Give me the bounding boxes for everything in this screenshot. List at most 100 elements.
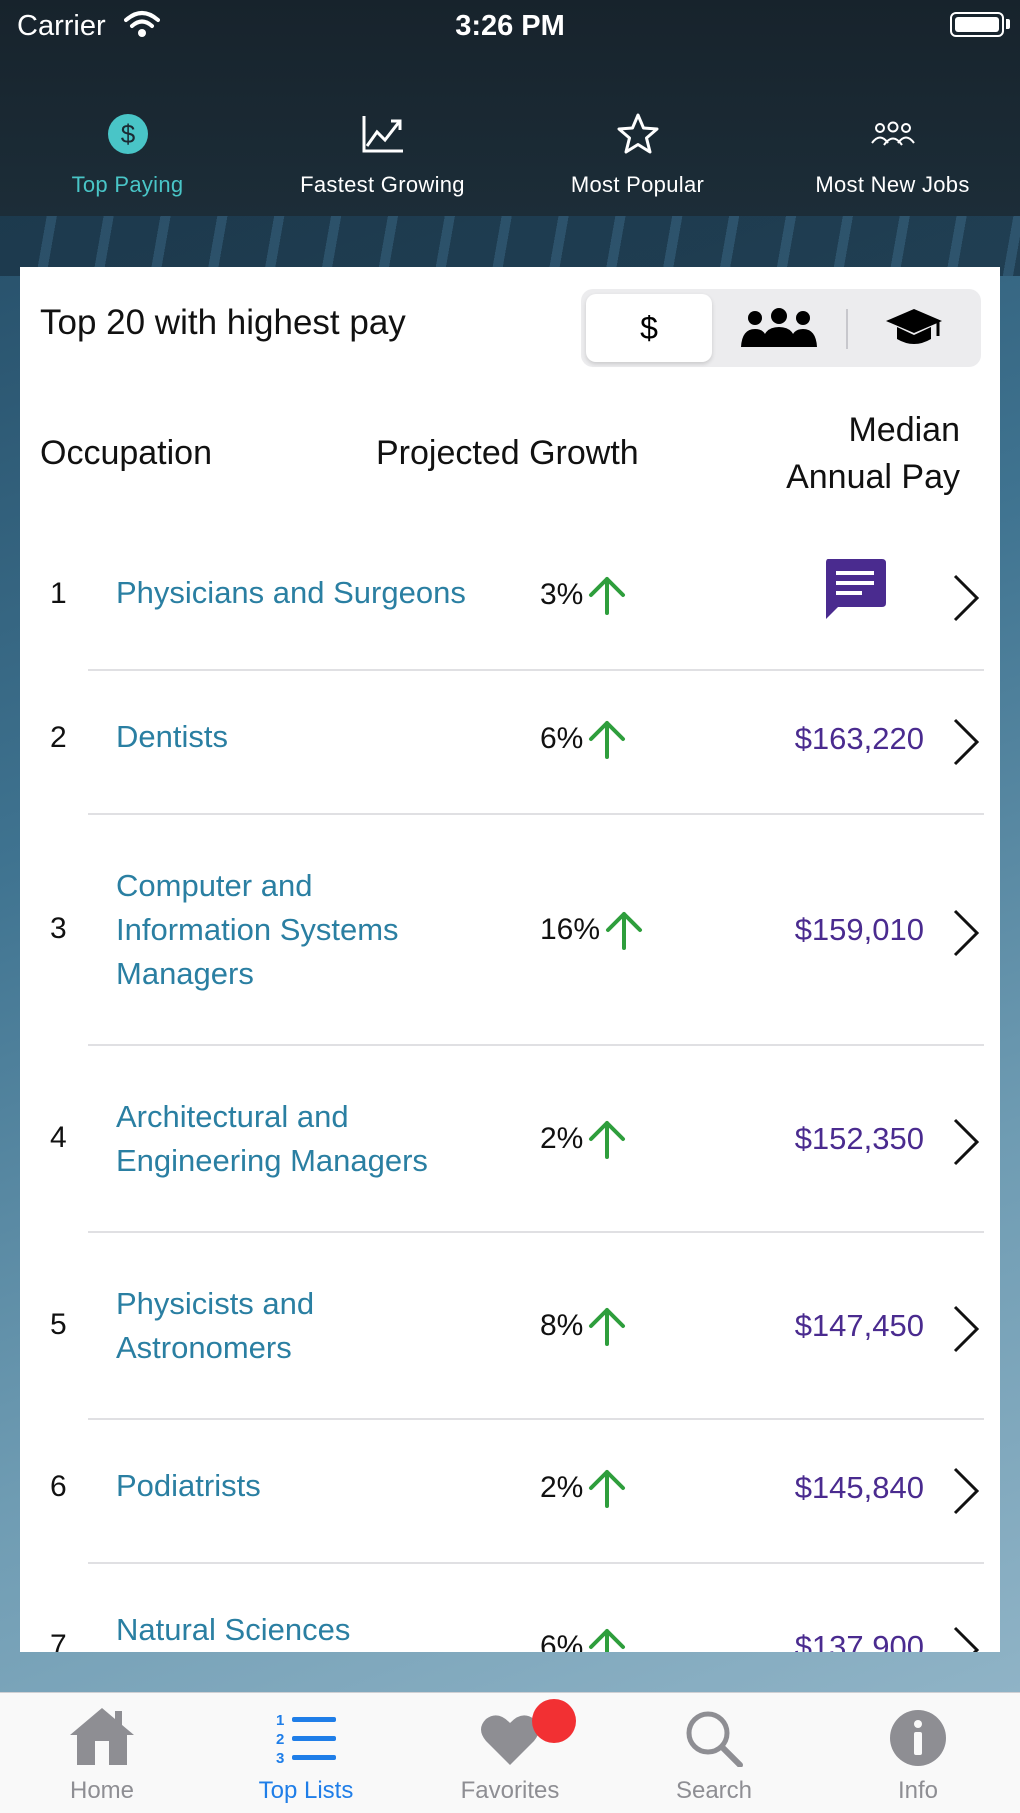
- list-item[interactable]: 7 Natural Sciences 6% $137,900: [20, 1564, 1000, 1652]
- segment-divider: [846, 309, 848, 349]
- growth-percent: 2%: [540, 1471, 584, 1504]
- up-arrow-icon: [589, 1121, 626, 1159]
- rank-number: 2: [50, 721, 67, 754]
- growth-value: 16%: [540, 910, 644, 950]
- tab-most-popular[interactable]: Most Popular: [510, 108, 765, 208]
- list-item[interactable]: 3 Computer and Information Systems Manag…: [20, 815, 1000, 1046]
- category-tabs: $ Top Paying Fastest Growing Most Popula…: [0, 108, 1020, 208]
- favorites-badge: [532, 1699, 576, 1743]
- up-arrow-icon: [606, 912, 643, 950]
- svg-text:1: 1: [276, 1712, 284, 1729]
- bottom-tab-bar: Home 1 2 3 Top Lists Favorites Search Info: [0, 1692, 1020, 1813]
- occupation-name: Physicists and Astronomers: [116, 1286, 315, 1365]
- segment-education[interactable]: [851, 294, 977, 362]
- pay-value: $145,840: [794, 1470, 924, 1505]
- star-icon: [510, 108, 765, 160]
- tab-search[interactable]: Search: [612, 1693, 816, 1813]
- tab-fastest-growing[interactable]: Fastest Growing: [255, 108, 510, 208]
- rank-number: 7: [50, 1629, 67, 1652]
- info-icon: [816, 1693, 1020, 1771]
- clock: 3:26 PM: [455, 10, 565, 42]
- pay-value: $147,450: [794, 1308, 924, 1343]
- row-divider: [88, 1562, 984, 1564]
- up-arrow-icon: [589, 1629, 626, 1652]
- chevron-right-icon: [952, 1117, 980, 1172]
- chevron-right-icon: [952, 1304, 980, 1359]
- growth-value: 8%: [540, 1306, 627, 1346]
- rank-number: 5: [50, 1308, 67, 1341]
- occupation-name: Natural Sciences: [116, 1612, 351, 1647]
- row-divider: [88, 1231, 984, 1233]
- svg-text:$: $: [120, 119, 135, 149]
- growth-value: 2%: [540, 1468, 627, 1508]
- header: Carrier 3:26 PM $ Top Paying Fastest Gro…: [0, 0, 1020, 216]
- chevron-right-icon: [952, 717, 980, 772]
- tab-label: Favorites: [460, 1777, 560, 1804]
- tab-home[interactable]: Home: [0, 1693, 204, 1813]
- list-item[interactable]: 4 Architectural and Engineering Managers…: [20, 1046, 1000, 1233]
- rank-number: 3: [50, 912, 67, 945]
- heart-icon: [408, 1693, 612, 1771]
- people-group-icon: [765, 108, 1020, 160]
- row-divider: [88, 669, 984, 671]
- growth-percent: 2%: [540, 1122, 584, 1155]
- chevron-right-icon: [952, 1466, 980, 1521]
- carrier-label: Carrier: [17, 10, 106, 42]
- column-header-pay: Median Annual Pay: [786, 407, 960, 501]
- list-item[interactable]: 1 Physicians and Surgeons 3%: [20, 527, 1000, 671]
- growth-value: 6%: [540, 1627, 627, 1652]
- tab-label: Search: [675, 1777, 753, 1804]
- tab-favorites[interactable]: Favorites: [408, 1693, 612, 1813]
- list-item[interactable]: 6 Podiatrists 2% $145,840: [20, 1420, 1000, 1564]
- top-list-card: Top 20 with highest pay $ Occupation Pro…: [20, 267, 1000, 1652]
- sort-segmented-control: $: [581, 289, 981, 367]
- tab-info[interactable]: Info: [816, 1693, 1020, 1813]
- growth-percent: 16%: [540, 913, 601, 946]
- growth-percent: 3%: [540, 578, 584, 611]
- keyboard-texture: [0, 216, 1020, 276]
- people-icon: [741, 308, 817, 347]
- list-title: Top 20 with highest pay: [40, 303, 406, 342]
- column-header-occupation: Occupation: [40, 434, 212, 472]
- status-bar: Carrier 3:26 PM: [0, 0, 1020, 52]
- growth-percent: 6%: [540, 722, 584, 755]
- numbered-list-icon: 1 2 3: [204, 1693, 408, 1771]
- occupation-name: Architectural and Engineering Managers: [116, 1099, 428, 1178]
- up-arrow-icon: [589, 1308, 626, 1346]
- tab-label: Info: [897, 1777, 939, 1804]
- graduation-cap-icon: [886, 309, 942, 344]
- pay-value: $137,900: [794, 1629, 924, 1652]
- growth-percent: 8%: [540, 1309, 584, 1342]
- wifi-icon: [124, 10, 160, 46]
- rank-number: 1: [50, 577, 67, 610]
- pay-value: $159,010: [794, 912, 924, 947]
- pay-value: $152,350: [794, 1121, 924, 1156]
- tab-most-new-jobs[interactable]: Most New Jobs: [765, 108, 1020, 208]
- column-header-growth: Projected Growth: [376, 434, 639, 472]
- battery-tip: [1006, 19, 1010, 29]
- row-divider: [88, 813, 984, 815]
- up-arrow-icon: [589, 577, 626, 615]
- dollar-circle-icon: $: [0, 108, 255, 160]
- home-icon: [0, 1693, 204, 1771]
- up-arrow-icon: [589, 721, 626, 759]
- growth-value: 3%: [540, 575, 627, 615]
- rank-number: 6: [50, 1470, 67, 1503]
- search-icon: [612, 1693, 816, 1771]
- list-item[interactable]: 5 Physicists and Astronomers 8% $147,450: [20, 1233, 1000, 1420]
- tab-label: Top Paying: [71, 172, 184, 197]
- tab-top-paying[interactable]: $ Top Paying: [0, 108, 255, 208]
- occupation-list: 1 Physicians and Surgeons 3% 2 Dentists …: [20, 527, 1000, 1652]
- message-icon[interactable]: [824, 559, 886, 624]
- list-item[interactable]: 2 Dentists 6% $163,220: [20, 671, 1000, 815]
- tab-label: Fastest Growing: [300, 172, 465, 197]
- tab-label: Top Lists: [258, 1777, 354, 1804]
- segment-pay[interactable]: $: [586, 294, 712, 362]
- pay-value: $163,220: [794, 721, 924, 756]
- occupation-name: Computer and Information Systems Manager…: [116, 868, 399, 991]
- tab-top-lists[interactable]: 1 2 3 Top Lists: [204, 1693, 408, 1813]
- pay-header-line1: Median: [848, 411, 960, 449]
- row-divider: [88, 1418, 984, 1420]
- segment-employment[interactable]: [716, 294, 842, 362]
- growth-percent: 6%: [540, 1630, 584, 1652]
